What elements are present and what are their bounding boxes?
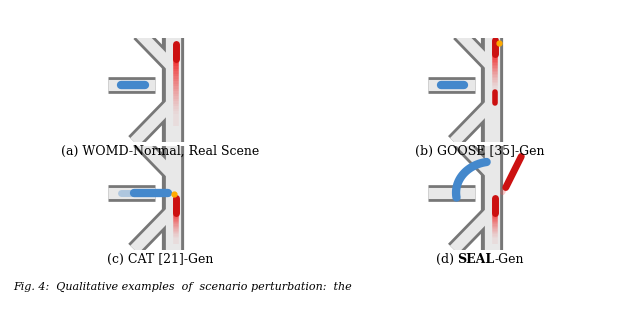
Text: (a) WOMD-Normal, Real Scene: (a) WOMD-Normal, Real Scene	[61, 145, 259, 158]
Text: -Gen: -Gen	[495, 253, 524, 266]
Text: (c) CAT [21]-Gen: (c) CAT [21]-Gen	[107, 253, 213, 266]
Text: (d): (d)	[436, 253, 458, 266]
Text: (b) GOOSE [35]-Gen: (b) GOOSE [35]-Gen	[415, 145, 545, 158]
Text: Fig. 4:  Qualitative examples  of  scenario perturbation:  the: Fig. 4: Qualitative examples of scenario…	[13, 282, 351, 292]
Text: SEAL: SEAL	[458, 253, 495, 266]
